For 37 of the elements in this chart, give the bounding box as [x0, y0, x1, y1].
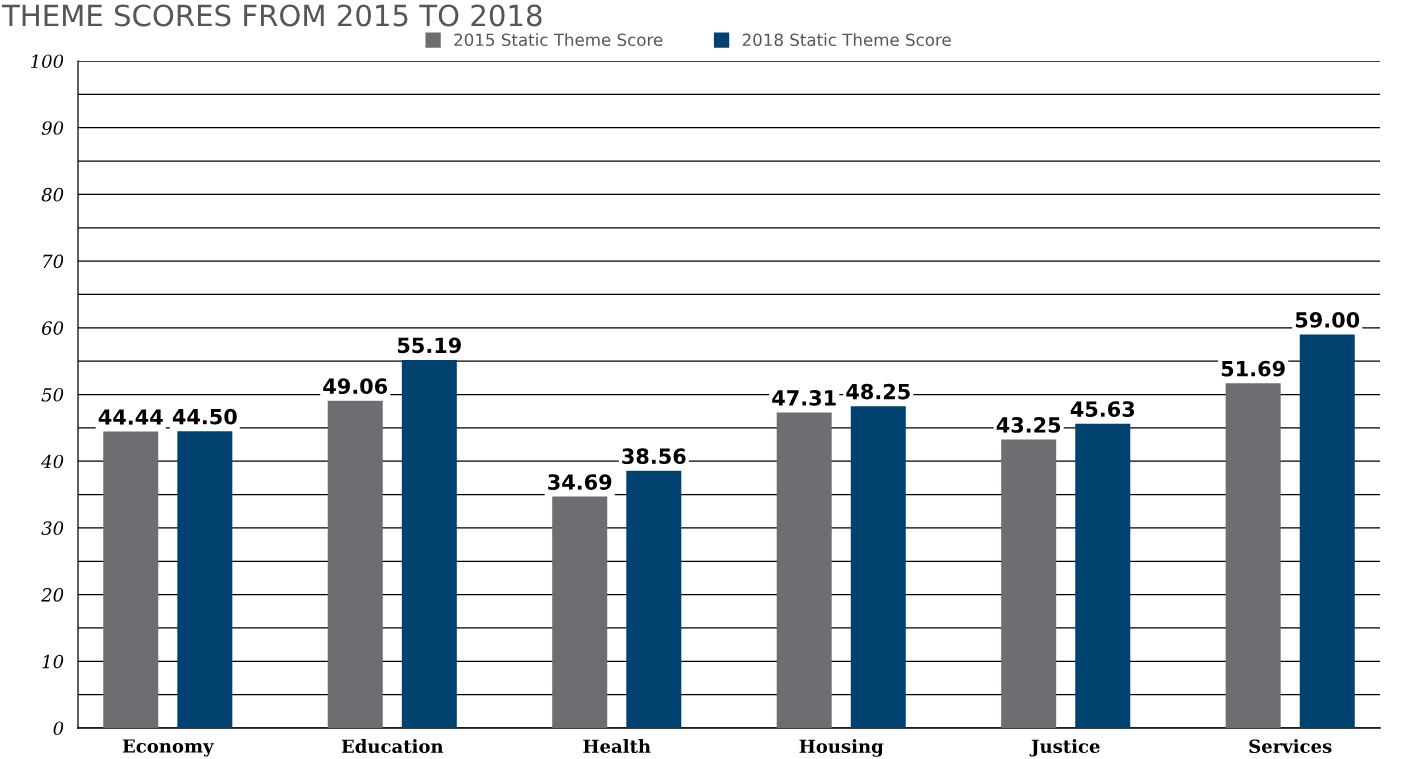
- x-tick-label: Services: [1249, 739, 1332, 754]
- bar: [776, 412, 832, 728]
- bar: [850, 406, 906, 728]
- bar: [1299, 334, 1355, 728]
- y-tick-label: 20: [41, 588, 64, 602]
- y-tick-label: 100: [30, 54, 64, 69]
- x-tick-label: Justice: [1029, 739, 1100, 757]
- data-label: 43.25: [996, 417, 1061, 433]
- data-label: 59.00: [1295, 312, 1360, 328]
- chart-title: THEME SCORES FROM 2015 TO 2018: [1, 4, 542, 27]
- data-label: 51.69: [1221, 360, 1285, 377]
- bar: [1001, 439, 1057, 728]
- bar: [1225, 383, 1281, 728]
- data-label: 45.63: [1070, 401, 1135, 417]
- data-label: 49.06: [323, 378, 388, 395]
- x-tick-label: Economy: [122, 739, 215, 757]
- x-tick-label: Education: [341, 739, 444, 754]
- y-tick-label: 90: [41, 121, 64, 135]
- x-tick-label: Health: [583, 739, 651, 754]
- data-label: 44.44: [98, 409, 163, 425]
- legend-label: 2015 Static Theme Score: [454, 33, 663, 47]
- legend-label: 2018 Static Theme Score: [742, 33, 951, 47]
- y-tick-label: 50: [41, 387, 64, 402]
- y-tick-label: 40: [41, 454, 64, 469]
- y-tick-label: 10: [42, 654, 64, 669]
- data-label: 38.56: [622, 448, 686, 465]
- x-tick-label: Housing: [799, 739, 884, 757]
- y-tick-label: 80: [41, 187, 64, 202]
- data-label: 48.25: [846, 383, 910, 400]
- y-tick-label: 0: [53, 721, 64, 736]
- y-tick-label: 70: [43, 254, 64, 269]
- y-tick-label: 30: [41, 521, 64, 536]
- data-label: 55.19: [397, 337, 461, 354]
- data-label: 34.69: [548, 474, 612, 490]
- data-label: 47.31: [772, 389, 836, 406]
- y-tick-label: 60: [42, 321, 64, 335]
- data-label: 44.50: [172, 408, 237, 425]
